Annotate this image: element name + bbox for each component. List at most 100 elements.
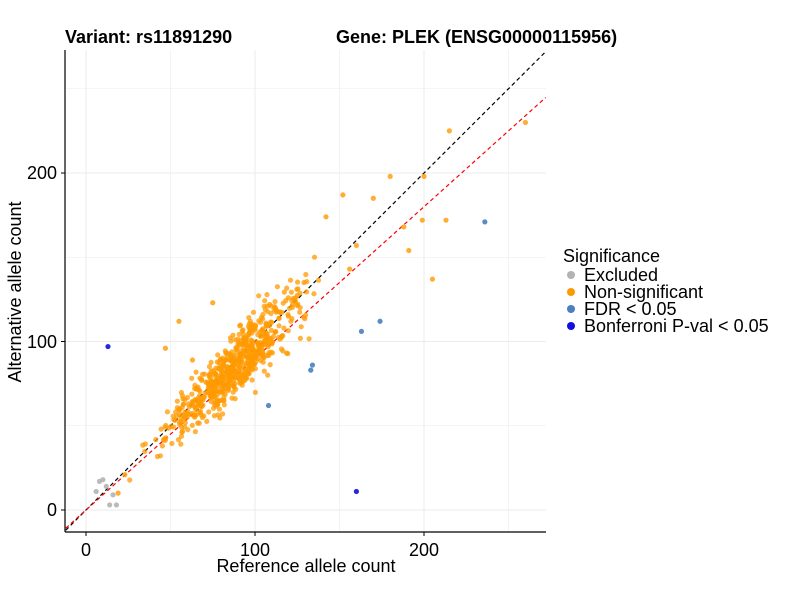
point-non-significant bbox=[178, 441, 184, 447]
title-variant: Variant: rs11891290 bbox=[65, 27, 232, 47]
point-non-significant bbox=[429, 276, 436, 282]
legend-label-non-significant: Non-significant bbox=[584, 282, 703, 302]
point-non-significant bbox=[221, 402, 227, 408]
axes bbox=[61, 50, 546, 536]
point-non-significant bbox=[164, 409, 170, 415]
point-non-significant bbox=[236, 365, 242, 371]
x-tick-label: 0 bbox=[81, 540, 91, 560]
point-excluded bbox=[100, 477, 106, 483]
point-non-significant bbox=[289, 315, 295, 322]
point-non-significant bbox=[190, 399, 196, 405]
point-non-significant bbox=[202, 390, 208, 396]
point-non-significant bbox=[248, 343, 254, 349]
point-non-significant bbox=[169, 440, 175, 447]
point-non-significant bbox=[267, 362, 273, 368]
legend: Significance Excluded Non-significant FD… bbox=[563, 246, 769, 336]
point-non-significant bbox=[226, 375, 232, 381]
y-tick-label: 200 bbox=[27, 163, 57, 183]
point-non-significant bbox=[189, 375, 195, 381]
point-non-significant bbox=[201, 394, 207, 400]
legend-swatch-fdr bbox=[567, 305, 575, 313]
point-non-significant bbox=[230, 389, 236, 395]
point-non-significant bbox=[199, 376, 205, 382]
point-non-significant bbox=[207, 371, 213, 377]
point-non-significant bbox=[127, 477, 133, 483]
legend-title: Significance bbox=[563, 246, 660, 266]
point-non-significant bbox=[298, 324, 304, 330]
point-non-significant bbox=[347, 266, 353, 272]
point-non-significant bbox=[323, 214, 329, 220]
point-non-significant bbox=[198, 398, 204, 404]
point-non-significant bbox=[224, 353, 230, 359]
point-non-significant bbox=[443, 217, 449, 223]
legend-label-fdr: FDR < 0.05 bbox=[584, 299, 677, 319]
point-non-significant bbox=[262, 298, 268, 304]
point-non-significant bbox=[261, 303, 267, 309]
point-non-significant bbox=[163, 422, 169, 429]
point-non-significant bbox=[311, 291, 317, 297]
point-non-significant bbox=[202, 371, 208, 377]
point-fdr-0-05 bbox=[308, 367, 314, 373]
point-non-significant bbox=[272, 329, 278, 335]
point-non-significant bbox=[186, 404, 192, 410]
point-non-significant bbox=[240, 327, 246, 333]
point-non-significant bbox=[211, 413, 217, 419]
point-non-significant bbox=[115, 490, 121, 496]
point-non-significant bbox=[236, 375, 242, 381]
point-non-significant bbox=[210, 392, 216, 398]
point-non-significant bbox=[265, 372, 271, 378]
point-non-significant bbox=[210, 300, 216, 306]
point-non-significant bbox=[232, 396, 238, 402]
point-non-significant bbox=[177, 407, 183, 413]
point-non-significant bbox=[203, 379, 209, 385]
point-non-significant bbox=[267, 301, 273, 308]
legend-swatch-bonferroni bbox=[567, 322, 575, 330]
point-non-significant bbox=[304, 289, 310, 295]
point-non-significant bbox=[297, 290, 303, 296]
point-non-significant bbox=[419, 217, 425, 223]
point-non-significant bbox=[303, 312, 309, 318]
point-non-significant bbox=[297, 309, 303, 315]
point-non-significant bbox=[221, 395, 227, 401]
point-non-significant bbox=[179, 393, 186, 399]
point-non-significant bbox=[226, 368, 232, 374]
point-non-significant bbox=[288, 289, 294, 295]
point-non-significant bbox=[263, 339, 269, 345]
x-tick-label: 200 bbox=[409, 540, 439, 560]
point-non-significant bbox=[174, 398, 180, 404]
point-non-significant bbox=[210, 405, 217, 411]
point-non-significant bbox=[446, 128, 452, 134]
point-non-significant bbox=[252, 389, 258, 395]
point-non-significant bbox=[246, 366, 252, 372]
point-non-significant bbox=[303, 271, 309, 278]
point-non-significant bbox=[180, 428, 186, 434]
point-non-significant bbox=[284, 285, 290, 291]
point-non-significant bbox=[182, 420, 188, 426]
point-fdr-0-05 bbox=[482, 219, 488, 225]
point-non-significant bbox=[285, 312, 291, 318]
point-non-significant bbox=[262, 335, 269, 341]
point-non-significant bbox=[241, 352, 247, 358]
point-non-significant bbox=[276, 315, 282, 321]
legend-label-bonferroni: Bonferroni P-val < 0.05 bbox=[584, 316, 769, 336]
point-fdr-0-05 bbox=[377, 318, 383, 324]
point-non-significant bbox=[280, 348, 286, 354]
point-non-significant bbox=[281, 325, 287, 331]
point-non-significant bbox=[217, 356, 224, 362]
point-non-significant bbox=[220, 411, 226, 417]
point-non-significant bbox=[197, 388, 203, 394]
point-non-significant bbox=[241, 345, 247, 351]
point-non-significant bbox=[216, 374, 222, 380]
legend-label-excluded: Excluded bbox=[584, 265, 658, 285]
point-non-significant bbox=[229, 349, 235, 355]
point-non-significant bbox=[182, 424, 188, 430]
point-non-significant bbox=[244, 375, 250, 381]
point-non-significant bbox=[225, 381, 231, 387]
point-non-significant bbox=[284, 350, 290, 356]
point-non-significant bbox=[522, 119, 529, 126]
point-excluded bbox=[103, 483, 109, 490]
point-non-significant bbox=[217, 366, 223, 372]
point-non-significant bbox=[252, 327, 258, 333]
point-non-significant bbox=[193, 369, 199, 375]
